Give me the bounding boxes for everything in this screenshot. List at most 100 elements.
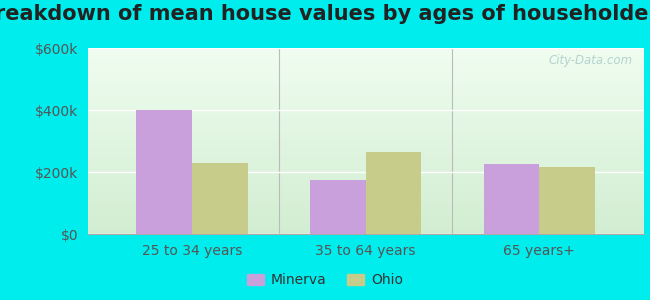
Bar: [88, 223, 644, 224]
Bar: [88, 211, 644, 212]
Bar: [88, 116, 644, 117]
Bar: [88, 68, 644, 69]
Bar: [88, 58, 644, 59]
Bar: [88, 107, 644, 108]
Bar: [88, 161, 644, 162]
Bar: [88, 169, 644, 170]
Bar: [88, 163, 644, 164]
Bar: [88, 156, 644, 157]
Bar: [88, 206, 644, 207]
Bar: [88, 162, 644, 163]
Bar: [88, 160, 644, 161]
Bar: [88, 60, 644, 61]
Bar: [88, 149, 644, 150]
Bar: [88, 82, 644, 83]
Bar: [88, 103, 644, 104]
Bar: [88, 158, 644, 159]
Bar: [88, 166, 644, 167]
Bar: [88, 59, 644, 60]
Bar: [88, 129, 644, 130]
Bar: [88, 134, 644, 135]
Bar: [88, 133, 644, 134]
Bar: [88, 80, 644, 82]
Bar: [88, 73, 644, 74]
Bar: [88, 51, 644, 52]
Bar: [88, 151, 644, 152]
Bar: [88, 65, 644, 66]
Bar: [88, 77, 644, 78]
Bar: [88, 117, 644, 118]
Bar: [88, 230, 644, 231]
Bar: [88, 160, 644, 161]
Bar: [88, 202, 644, 203]
Bar: [88, 125, 644, 126]
Bar: [88, 96, 644, 97]
Bar: [88, 221, 644, 222]
Bar: [88, 175, 644, 176]
Bar: [88, 83, 644, 84]
Bar: [88, 106, 644, 107]
Bar: [88, 187, 644, 188]
Bar: [88, 226, 644, 227]
Bar: [88, 143, 644, 144]
Bar: [88, 54, 644, 55]
Bar: [88, 185, 644, 186]
Bar: [88, 101, 644, 102]
Bar: [88, 52, 644, 53]
Bar: [88, 155, 644, 156]
Bar: [88, 135, 644, 136]
Bar: [88, 196, 644, 197]
Bar: [88, 71, 644, 72]
Bar: [88, 208, 644, 209]
Bar: [88, 84, 644, 85]
Bar: [365, 152, 421, 234]
Bar: [88, 214, 644, 215]
Bar: [88, 48, 644, 49]
Bar: [88, 171, 644, 172]
Bar: [88, 200, 644, 202]
Bar: [88, 179, 644, 180]
Bar: [88, 150, 644, 151]
Bar: [88, 70, 644, 71]
Bar: [88, 218, 644, 219]
Bar: [88, 124, 644, 125]
Bar: [88, 216, 644, 217]
Bar: [88, 99, 644, 100]
Bar: [88, 63, 644, 64]
Bar: [88, 168, 644, 169]
Bar: [88, 55, 644, 56]
Bar: [88, 220, 644, 221]
Bar: [88, 186, 644, 187]
Bar: [88, 233, 644, 234]
Bar: [88, 176, 644, 177]
Bar: [88, 152, 644, 153]
Bar: [88, 228, 644, 229]
Bar: [88, 118, 644, 119]
Bar: [88, 180, 644, 181]
Bar: [88, 146, 644, 147]
Bar: [136, 110, 192, 234]
Bar: [88, 198, 644, 199]
Bar: [88, 147, 644, 148]
Bar: [88, 123, 644, 124]
Bar: [88, 164, 644, 165]
Bar: [88, 189, 644, 190]
Bar: [88, 137, 644, 138]
Bar: [88, 91, 644, 92]
Bar: [88, 79, 644, 80]
Bar: [88, 97, 644, 98]
Bar: [88, 192, 644, 193]
Bar: [88, 100, 644, 101]
Bar: [88, 224, 644, 225]
Bar: [88, 120, 644, 121]
Bar: [88, 102, 644, 103]
Bar: [88, 191, 644, 192]
Text: Breakdown of mean house values by ages of householders: Breakdown of mean house values by ages o…: [0, 4, 650, 25]
Bar: [484, 164, 540, 234]
Bar: [88, 53, 644, 54]
Bar: [88, 85, 644, 86]
Bar: [88, 105, 644, 106]
Bar: [88, 229, 644, 230]
Bar: [88, 122, 644, 123]
Bar: [88, 136, 644, 137]
